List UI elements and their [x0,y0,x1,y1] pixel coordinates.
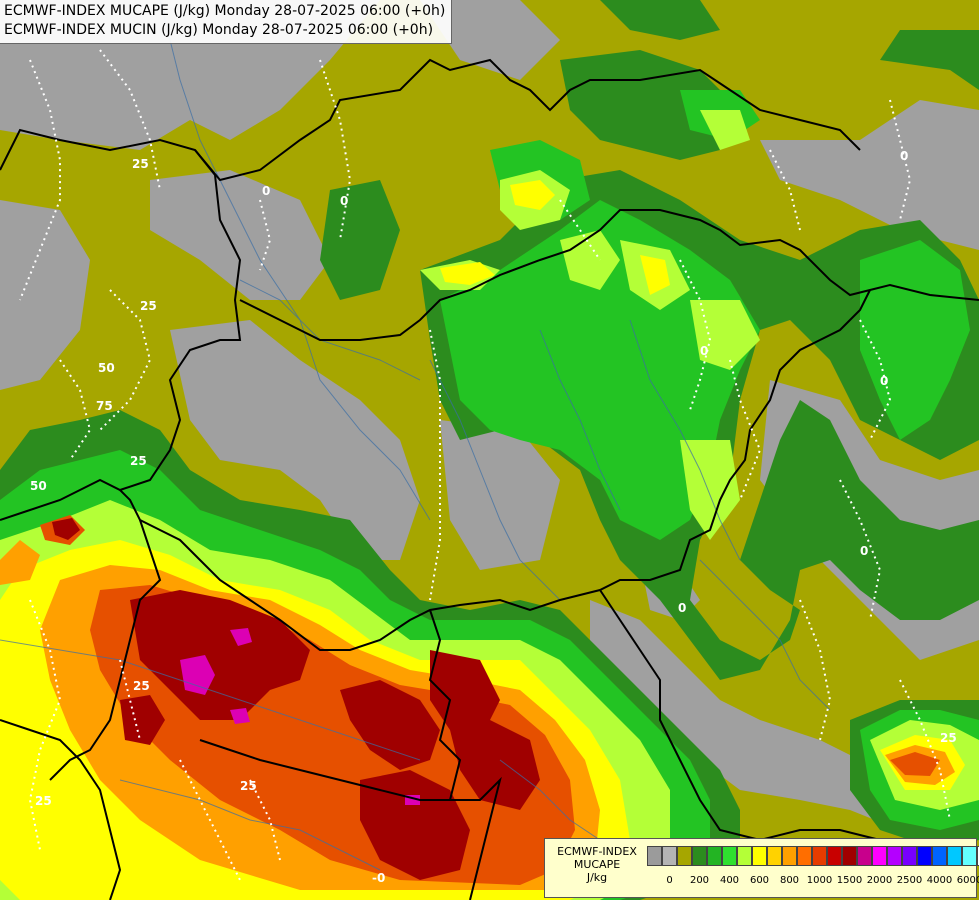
legend-ticks: 0 200 400 600 800 100015002000250040006000 [647,875,979,889]
legend-unit: J/kg [586,871,608,884]
contour-label: 75 [96,399,113,413]
legend-swatch [797,846,812,866]
legend-swatch [932,846,947,866]
cape-darkred-zones [52,518,540,880]
legend-tick-label: 200 [689,875,710,886]
legend-swatch [692,846,707,866]
contour-label: 25 [35,794,52,808]
mucin-title: ECMWF-INDEX MUCIN (J/kg) Monday 28-07-20… [4,22,434,38]
color-legend: ECMWF-INDEX MUCAPE J/kg 0 200 400 600 800 100… [544,838,979,898]
contour-label: 25 [130,454,147,468]
contour-labels: 25 0 50 75 25 0 25 0 50 25 0 0 25 -0 0 0… [30,149,957,885]
legend-variable: MUCAPE [573,858,621,871]
legend-swatch [737,846,752,866]
legend-tick-label: 1500 [836,875,863,886]
legend-swatch [977,846,979,866]
mucin-contours [19,49,951,881]
legend-tick-label: 0 [666,875,673,886]
legend-swatch [902,846,917,866]
legend-swatch [662,846,677,866]
legend-tick-label: 400 [719,875,740,886]
legend-title: ECMWF-INDEX MUCAPE J/kg [549,845,645,884]
legend-tick-label: 800 [779,875,800,886]
legend-swatch [827,846,842,866]
rivers [0,0,831,871]
country-borders [0,58,979,900]
legend-swatch [857,846,872,866]
legend-swatch [722,846,737,866]
contour-label: 0 [880,374,888,388]
legend-swatch [782,846,797,866]
map-title-box: ECMWF-INDEX MUCAPE (J/kg) Monday 28-07-2… [0,0,453,44]
legend-tick-label: 6000 [956,875,979,886]
contour-label: 50 [30,479,47,493]
legend-swatch [707,846,722,866]
contour-label: 25 [240,779,257,793]
contour-label: 50 [98,361,115,375]
legend-swatch [917,846,932,866]
legend-swatch [962,846,977,866]
mucape-title: ECMWF-INDEX MUCAPE (J/kg) Monday 28-07-2… [4,3,446,19]
legend-swatch [872,846,887,866]
contour-label: 0 [678,601,686,615]
contour-label: 25 [133,679,150,693]
legend-swatch [767,846,782,866]
legend-source: ECMWF-INDEX [557,845,637,858]
contour-label: -0 [372,871,385,885]
legend-swatches [647,846,979,866]
legend-swatch [677,846,692,866]
legend-tick-label: 600 [749,875,770,886]
legend-swatch [812,846,827,866]
contour-label: 0 [700,344,708,358]
contour-label: 25 [132,157,149,171]
legend-swatch [842,846,857,866]
legend-tick-label: 4000 [926,875,953,886]
contour-label: 0 [262,184,270,198]
contour-label: 0 [340,194,348,208]
legend-tick-label: 1000 [806,875,833,886]
legend-swatch [752,846,767,866]
legend-swatch [647,846,662,866]
contour-label: 25 [940,731,957,745]
legend-tick-label: 2000 [866,875,893,886]
legend-swatch [947,846,962,866]
contour-label: 0 [900,149,908,163]
legend-swatch [887,846,902,866]
contour-label: 0 [860,544,868,558]
contour-label: 25 [140,299,157,313]
legend-tick-label: 2500 [896,875,923,886]
